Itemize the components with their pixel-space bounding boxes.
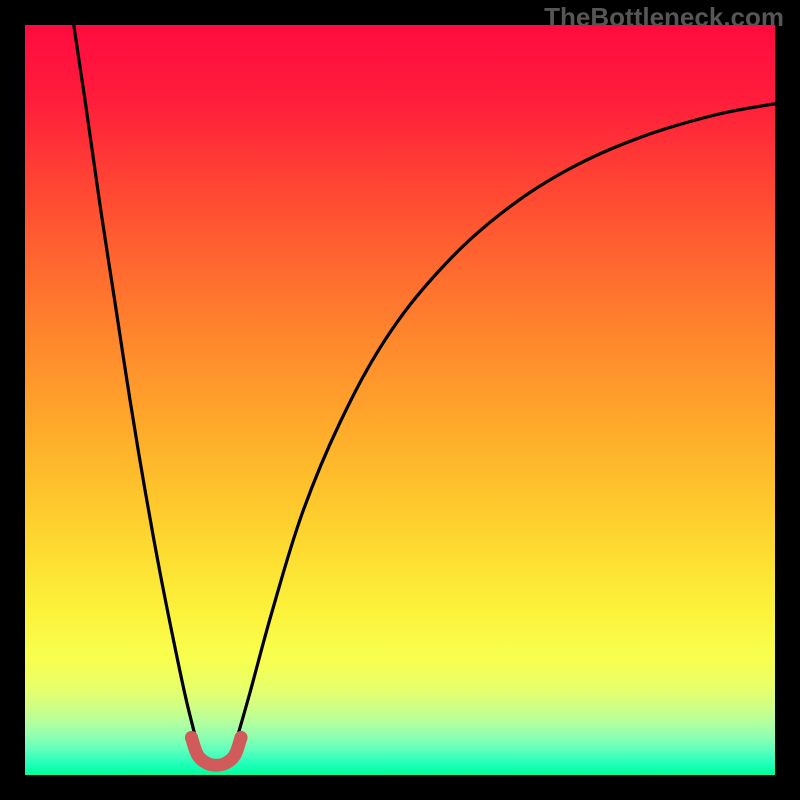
marker-dot-3 <box>235 731 248 744</box>
watermark-text: TheBottleneck.com <box>544 2 784 33</box>
gradient-background <box>25 25 775 775</box>
plot-area <box>25 25 775 775</box>
marker-dot-1 <box>191 748 204 761</box>
chart-svg <box>25 25 775 775</box>
marker-dot-0 <box>185 731 198 744</box>
marker-dot-2 <box>229 748 242 761</box>
